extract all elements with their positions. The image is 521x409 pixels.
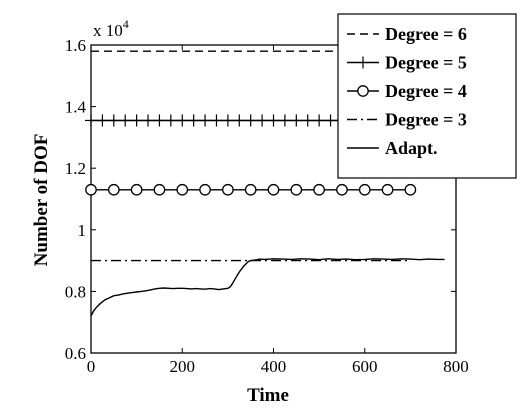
legend-label-5: Adapt. (385, 138, 438, 158)
plus-marker (107, 114, 120, 127)
plus-marker (164, 114, 177, 127)
circle-marker (107, 183, 120, 196)
legend-circle-marker (357, 85, 369, 97)
circle-marker (290, 183, 303, 196)
plus-marker (176, 114, 189, 127)
plus-marker (130, 114, 143, 127)
circle-marker (381, 183, 394, 196)
plus-marker (221, 114, 234, 127)
circle-marker (85, 183, 97, 196)
x-axis-label: Time (247, 385, 289, 406)
plus-marker (233, 114, 246, 127)
circle-marker (199, 183, 211, 196)
legend: Degree = 6 Degree = 5 Degree = 4 Degree = 3… (337, 13, 517, 179)
circle-marker (130, 183, 143, 196)
circle-marker (267, 183, 280, 196)
legend-label-4: Degree = 3 (385, 110, 467, 130)
y-multiplier-base: x 10 (93, 21, 123, 40)
plus-marker (313, 114, 326, 127)
plus-marker (256, 114, 269, 127)
circle-marker (244, 183, 257, 196)
legend-label-1: Degree = 6 (385, 24, 467, 44)
y-tick-label: 1.4 (65, 98, 87, 117)
plus-marker (301, 114, 314, 127)
circle-marker (358, 183, 371, 196)
y-multiplier-exp: 4 (123, 17, 129, 31)
plus-marker (210, 114, 223, 127)
x-tick-label: 800 (443, 357, 469, 376)
x-tick-label: 0 (87, 357, 96, 376)
ticks-layer: 0 200 400 600 800 0.6 0.8 1 1.2 1.4 1.6 (65, 36, 469, 376)
circle-marker (313, 183, 325, 196)
plus-marker (119, 114, 132, 127)
y-tick-label: 0.6 (65, 344, 86, 363)
x-tick-label: 400 (261, 357, 287, 376)
plus-marker (324, 114, 337, 127)
y-tick-label: 1.2 (65, 159, 86, 178)
plus-marker (199, 114, 212, 127)
plus-marker (85, 114, 97, 127)
plus-marker (187, 114, 200, 127)
x-tick-label: 600 (352, 357, 378, 376)
plus-marker (153, 114, 166, 127)
legend-label-2: Degree = 5 (385, 53, 467, 73)
plus-marker (244, 114, 257, 127)
series-line-5 (90, 258, 445, 317)
legend-box (337, 13, 517, 179)
circle-marker (176, 183, 189, 196)
plus-marker (142, 114, 155, 127)
y-axis-label: Number of DOF (31, 134, 52, 267)
y-tick-label: 1 (78, 221, 87, 240)
plus-marker (290, 114, 303, 127)
legend-label-3: Degree = 4 (385, 81, 467, 101)
plus-marker (267, 114, 280, 127)
y-multiplier: x 104 (93, 17, 129, 40)
circle-marker (404, 183, 417, 196)
plus-marker (96, 114, 109, 127)
y-tick-label: 0.8 (65, 282, 86, 301)
plus-marker (278, 114, 291, 127)
circle-marker (336, 183, 348, 196)
x-tick-label: 200 (170, 357, 196, 376)
circle-marker (222, 183, 234, 196)
circle-marker (153, 183, 166, 196)
y-tick-label: 1.6 (65, 36, 86, 55)
